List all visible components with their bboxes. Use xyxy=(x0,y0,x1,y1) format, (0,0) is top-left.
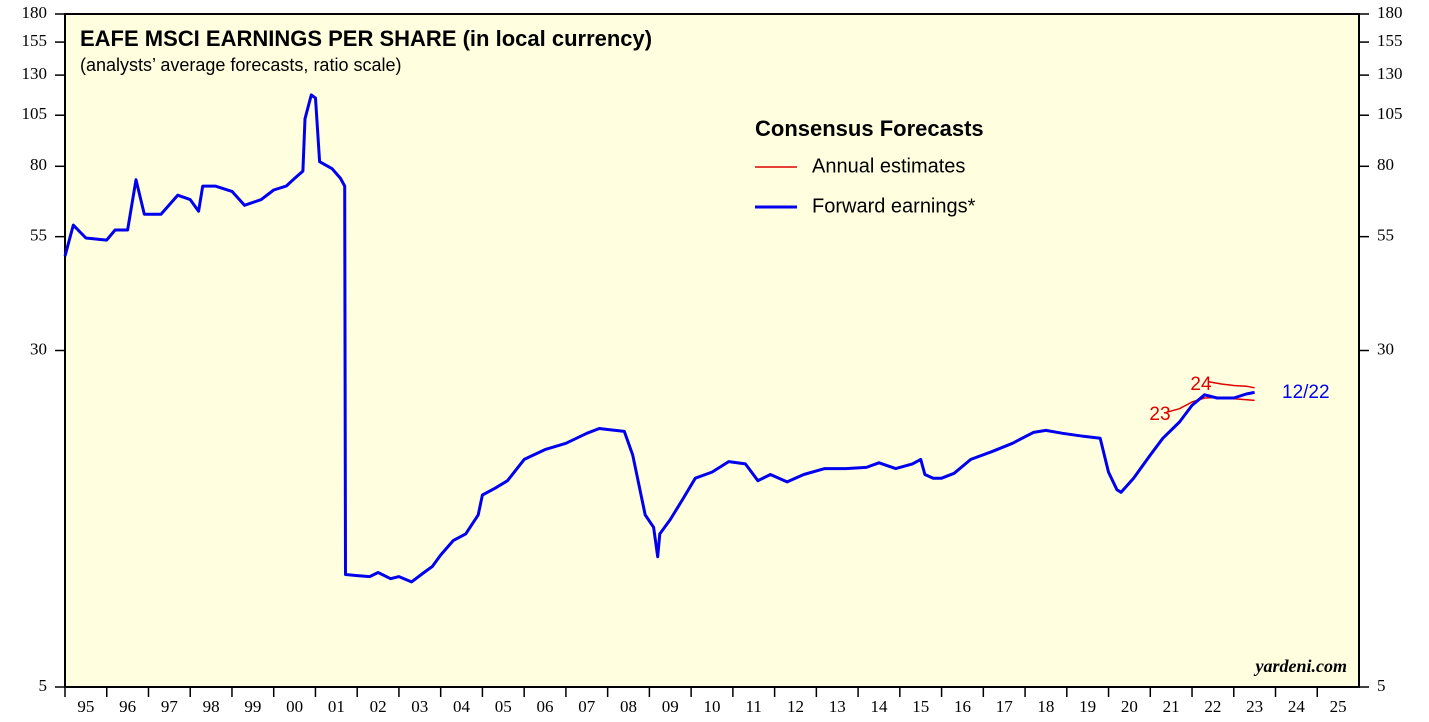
annotation: 12/22 xyxy=(1282,382,1330,403)
x-tick-label: 13 xyxy=(829,697,846,716)
x-tick-label: 19 xyxy=(1079,697,1096,716)
y2-tick-label: 55 xyxy=(1377,226,1394,245)
x-tick-label: 18 xyxy=(1037,697,1054,716)
x-tick-label: 01 xyxy=(328,697,345,716)
x-tick-label: 97 xyxy=(161,697,179,716)
x-tick-label: 04 xyxy=(453,697,471,716)
x-tick-label: 22 xyxy=(1204,697,1221,716)
x-tick-label: 25 xyxy=(1330,697,1347,716)
series-line xyxy=(63,93,1255,584)
x-tick-label: 12 xyxy=(787,697,804,716)
x-tick-label: 05 xyxy=(495,697,512,716)
y-tick-label: 5 xyxy=(39,676,48,695)
x-tick-label: 11 xyxy=(746,697,762,716)
x-tick-label: 24 xyxy=(1288,697,1306,716)
y-tick-label: 105 xyxy=(22,104,48,123)
x-tick-label: 21 xyxy=(1163,697,1180,716)
y2-tick-label: 30 xyxy=(1377,339,1394,358)
x-tick-label: 08 xyxy=(620,697,637,716)
annotation: yardeni.com xyxy=(1254,656,1348,676)
x-tick-label: 07 xyxy=(578,697,596,716)
x-tick-label: 14 xyxy=(870,697,888,716)
y-tick-label: 80 xyxy=(30,155,47,174)
x-tick-label: 03 xyxy=(411,697,428,716)
x-tick-label: 99 xyxy=(244,697,261,716)
y2-tick-label: 180 xyxy=(1377,3,1403,22)
x-tick-label: 16 xyxy=(954,697,971,716)
x-tick-label: 96 xyxy=(119,697,136,716)
x-tick-label: 20 xyxy=(1121,697,1138,716)
y2-tick-label: 80 xyxy=(1377,155,1394,174)
y2-tick-label: 105 xyxy=(1377,104,1403,123)
x-tick-label: 02 xyxy=(370,697,387,716)
x-tick-label: 15 xyxy=(912,697,929,716)
y2-tick-label: 130 xyxy=(1377,64,1403,83)
x-tick-label: 00 xyxy=(286,697,303,716)
chart-title: EAFE MSCI EARNINGS PER SHARE (in local c… xyxy=(80,26,652,51)
y-tick-label: 55 xyxy=(30,226,47,245)
x-tick-label: 17 xyxy=(996,697,1014,716)
annotation: 24 xyxy=(1190,374,1212,395)
x-tick-label: 06 xyxy=(537,697,554,716)
y2-tick-label: 5 xyxy=(1377,676,1386,695)
x-tick-label: 23 xyxy=(1246,697,1263,716)
x-tick-label: 09 xyxy=(662,697,679,716)
legend-label: Annual estimates xyxy=(812,155,965,177)
legend-label: Forward earnings* xyxy=(812,195,976,217)
y2-tick-label: 155 xyxy=(1377,31,1403,50)
y-tick-label: 130 xyxy=(22,64,48,83)
legend-title: Consensus Forecasts xyxy=(755,116,984,141)
y-tick-label: 180 xyxy=(22,3,48,22)
y-tick-label: 30 xyxy=(30,339,47,358)
chart-subtitle: (analysts’ average forecasts, ratio scal… xyxy=(80,55,401,75)
plot-area xyxy=(64,13,1360,688)
x-tick-label: 10 xyxy=(704,697,721,716)
x-tick-label: 95 xyxy=(77,697,94,716)
y-tick-label: 155 xyxy=(22,31,48,50)
annotation: 23 xyxy=(1149,404,1170,425)
x-tick-label: 98 xyxy=(203,697,220,716)
